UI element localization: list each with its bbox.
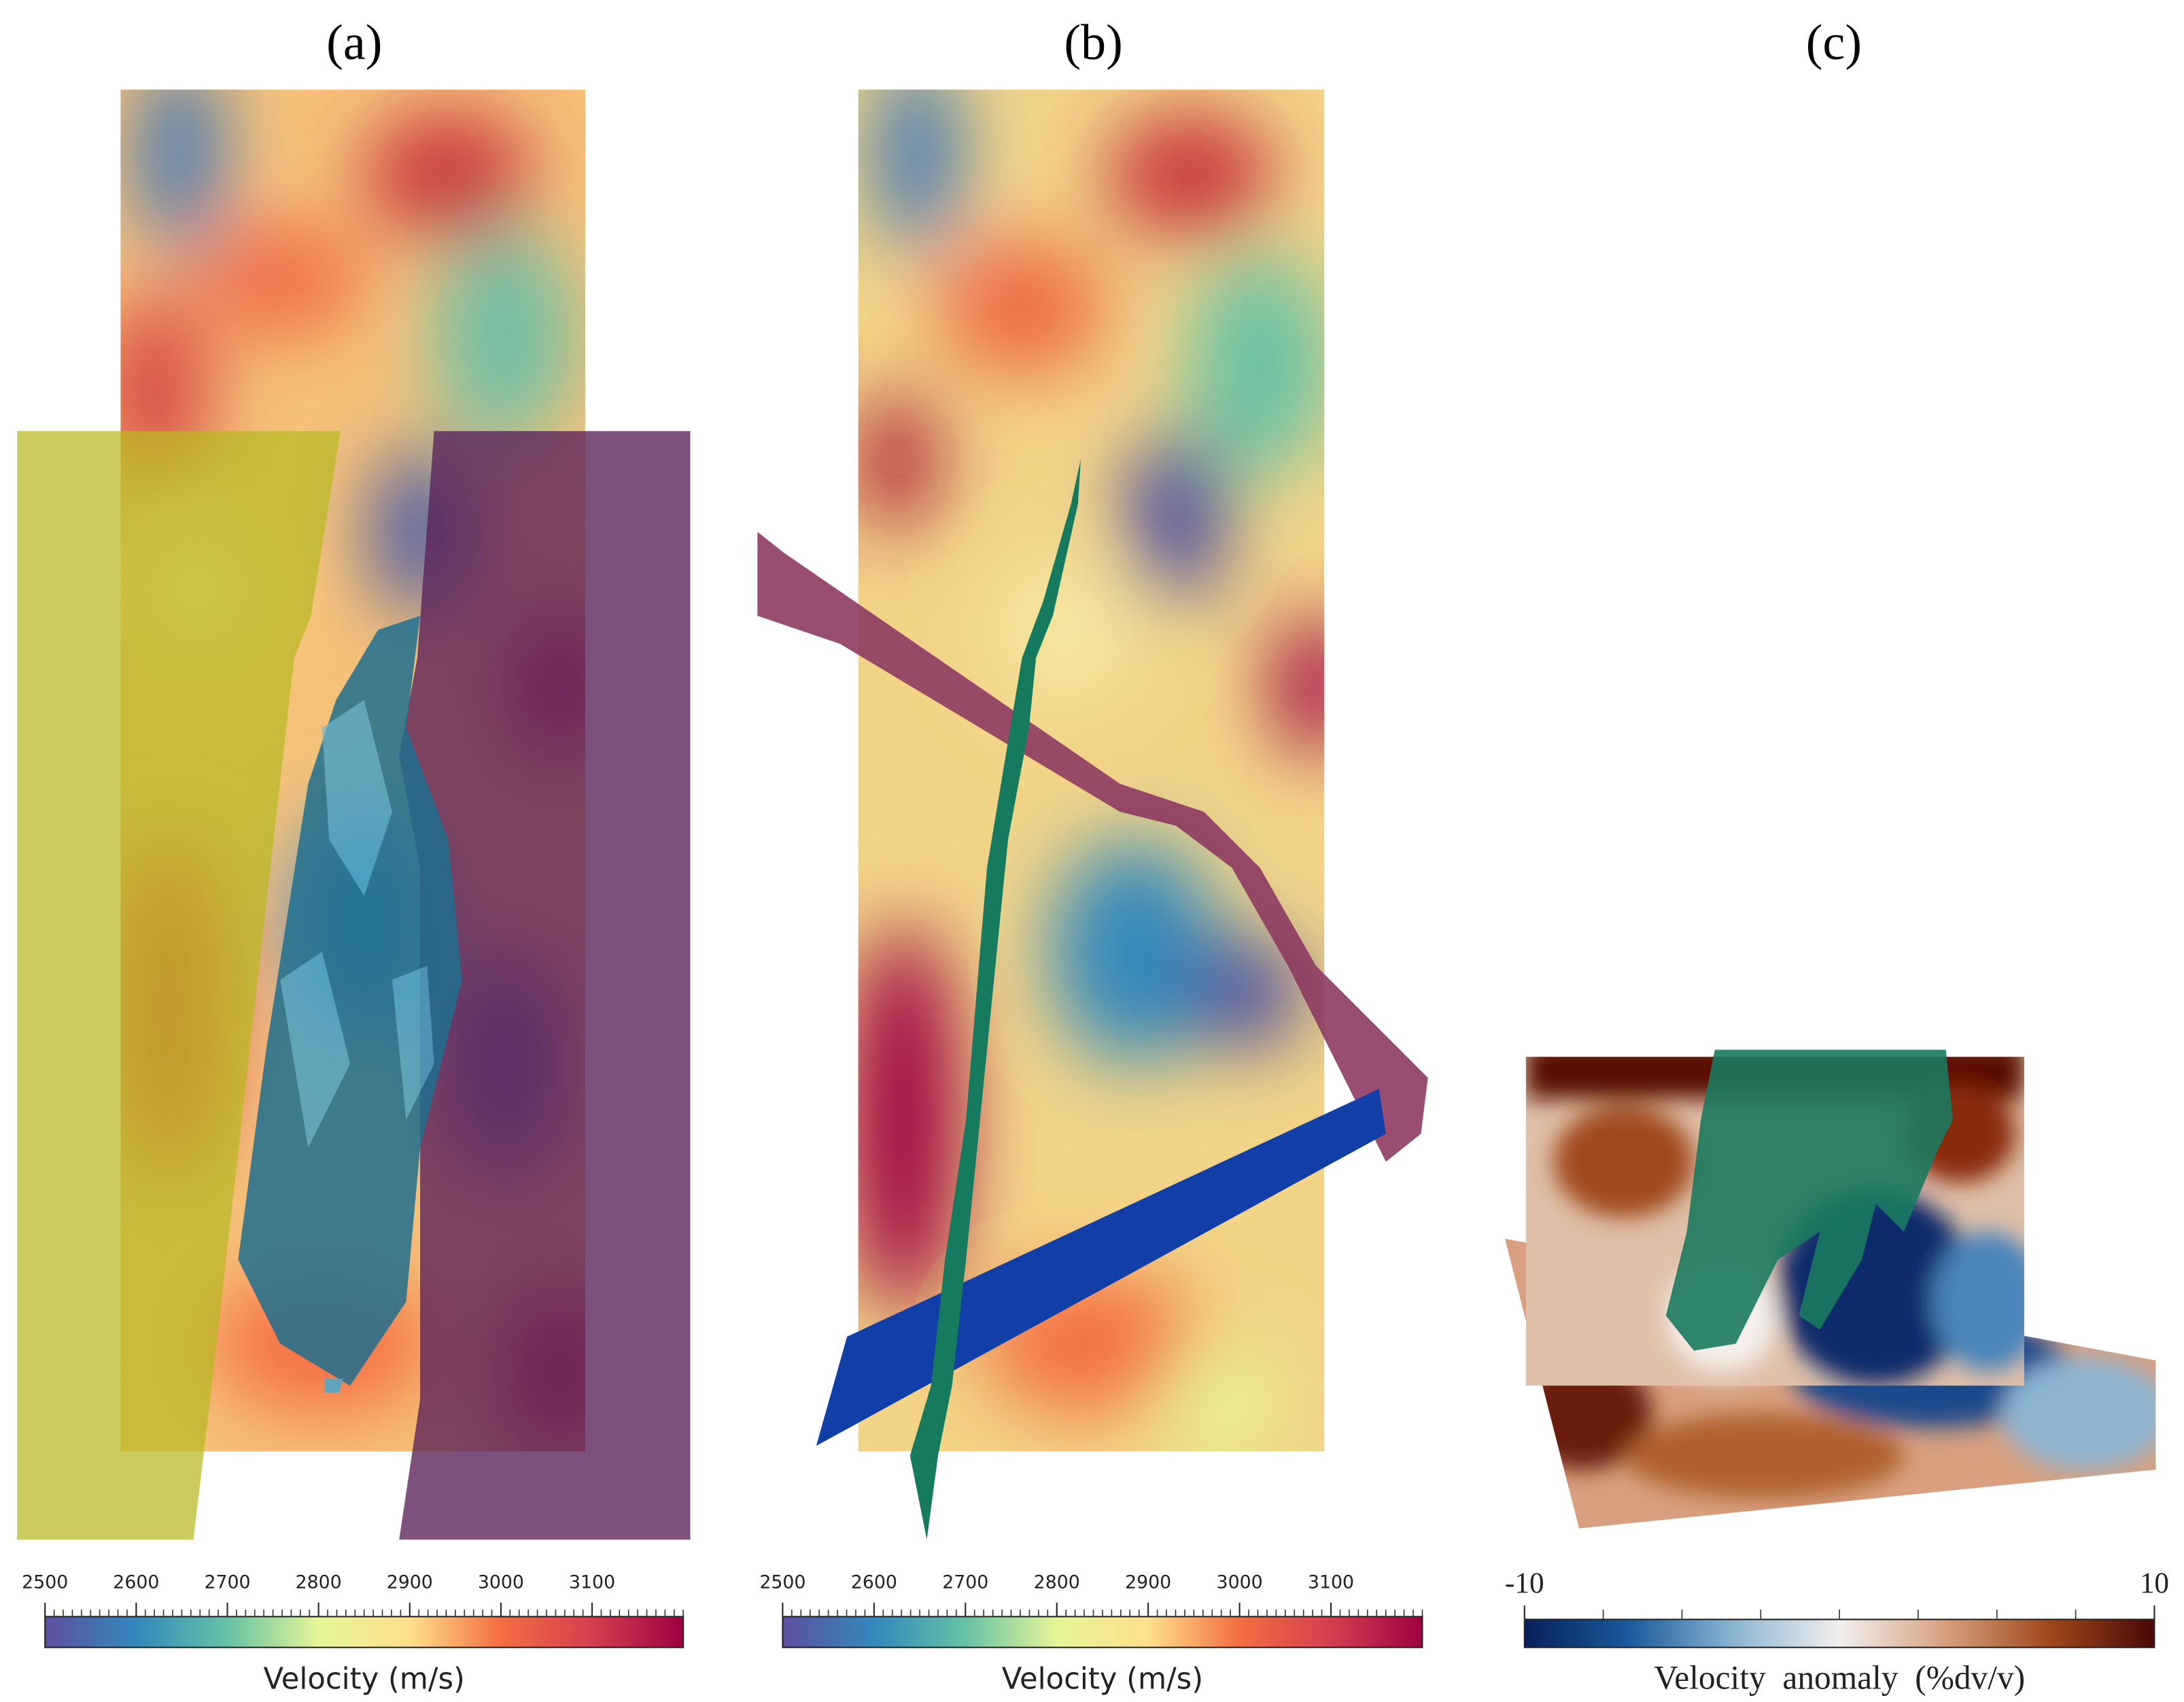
tick-label: 3100 [569, 1571, 615, 1593]
tick-label: -10 [1505, 1567, 1544, 1599]
tick-label: 3100 [1308, 1571, 1354, 1593]
fault-surface [757, 532, 1428, 1162]
fault-trace [909, 459, 1081, 1540]
fracture-cluster [238, 616, 462, 1393]
tick-label: 3000 [478, 1571, 524, 1593]
colorbar-title: Velocity anomaly (%dv/v) [1654, 1658, 2025, 1696]
tick-label: 2900 [1125, 1571, 1171, 1593]
tick-label: 2800 [296, 1571, 342, 1593]
colorbar-title: Velocity (m/s) [1002, 1663, 1203, 1697]
panel-label: (b) [1064, 15, 1122, 71]
colorbars: 2500 2600 2700 2800 2900 3000 3100 Velocity (m/… [22, 1567, 2169, 1697]
tick-label: 2800 [1034, 1571, 1080, 1593]
tick-label: 2600 [113, 1571, 159, 1593]
tick-label: 2600 [851, 1571, 897, 1593]
tick-label: 2500 [759, 1571, 805, 1593]
panel-label: (c) [1806, 15, 1862, 71]
fault-plane [17, 431, 341, 1540]
colorbar [1523, 1618, 2155, 1648]
tick-label: 10 [2140, 1567, 2169, 1599]
colorbar [44, 1616, 684, 1648]
tick-label: 2700 [942, 1571, 988, 1593]
tick-label: 2500 [22, 1571, 68, 1593]
tick-label: 2900 [387, 1571, 433, 1593]
fault-plane [399, 431, 691, 1540]
fracture-cluster [1665, 1049, 1953, 1351]
panel-label: (a) [326, 15, 382, 71]
colorbar-title: Velocity (m/s) [264, 1663, 465, 1697]
tick-label: 3000 [1217, 1571, 1263, 1593]
horizon-plane [816, 1089, 1386, 1446]
colorbar [782, 1616, 1423, 1648]
tick-label: 2700 [204, 1571, 250, 1593]
